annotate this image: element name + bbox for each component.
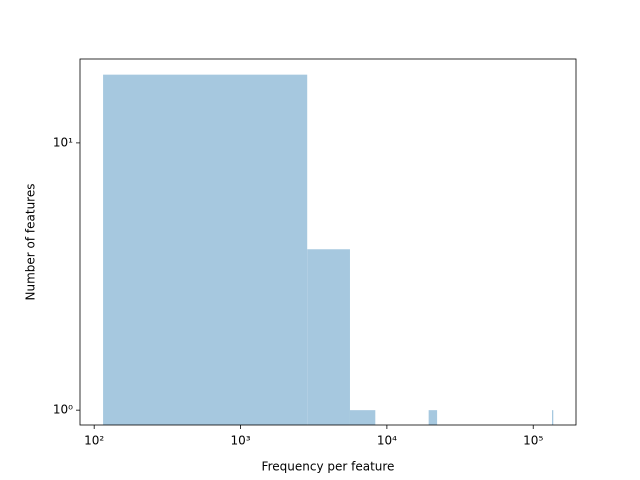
bar bbox=[428, 410, 438, 425]
x-tick-label: 10⁴ bbox=[377, 434, 397, 448]
y-axis-label: Number of features bbox=[24, 184, 38, 301]
bar bbox=[349, 410, 376, 425]
bar bbox=[552, 410, 554, 425]
y-tick-label: 10⁰ bbox=[53, 403, 73, 417]
bar bbox=[103, 74, 308, 426]
y-tick-label: 10¹ bbox=[53, 135, 73, 149]
x-tick-label: 10⁵ bbox=[523, 434, 543, 448]
axes-frame bbox=[79, 58, 577, 426]
bar bbox=[307, 249, 350, 425]
x-axis-label: Frequency per feature bbox=[262, 460, 395, 474]
x-tick-label: 10² bbox=[84, 434, 104, 448]
x-tick-label: 10³ bbox=[230, 434, 250, 448]
